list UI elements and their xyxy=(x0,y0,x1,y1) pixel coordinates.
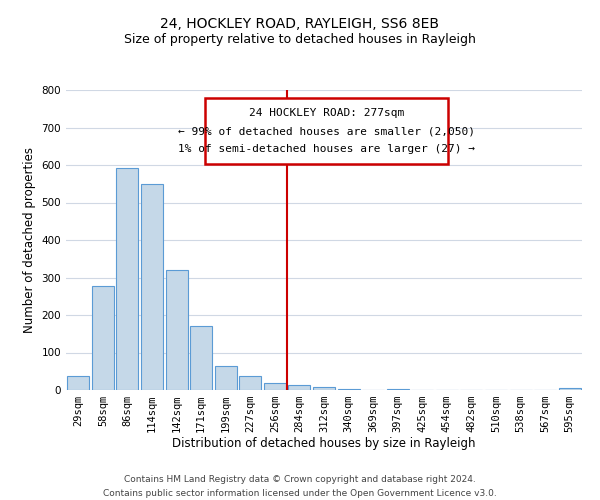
Bar xyxy=(116,168,139,390)
Bar xyxy=(92,286,114,390)
Text: Size of property relative to detached houses in Rayleigh: Size of property relative to detached ho… xyxy=(124,32,476,46)
Bar xyxy=(264,382,286,390)
Text: 24, HOCKLEY ROAD, RAYLEIGH, SS6 8EB: 24, HOCKLEY ROAD, RAYLEIGH, SS6 8EB xyxy=(161,18,439,32)
Y-axis label: Number of detached properties: Number of detached properties xyxy=(23,147,36,333)
Bar xyxy=(386,389,409,390)
Text: Contains HM Land Registry data © Crown copyright and database right 2024.
Contai: Contains HM Land Registry data © Crown c… xyxy=(103,476,497,498)
Bar xyxy=(338,389,359,390)
Bar xyxy=(215,366,237,390)
Text: ← 99% of detached houses are smaller (2,050): ← 99% of detached houses are smaller (2,… xyxy=(178,126,475,136)
Bar xyxy=(559,388,581,390)
Bar xyxy=(313,387,335,390)
FancyBboxPatch shape xyxy=(205,98,448,164)
Bar xyxy=(141,184,163,390)
Text: 24 HOCKLEY ROAD: 277sqm: 24 HOCKLEY ROAD: 277sqm xyxy=(249,108,404,118)
Bar xyxy=(67,376,89,390)
Bar xyxy=(239,376,262,390)
Text: 1% of semi-detached houses are larger (27) →: 1% of semi-detached houses are larger (2… xyxy=(178,144,475,154)
Bar xyxy=(190,326,212,390)
Bar xyxy=(166,270,188,390)
Bar xyxy=(289,385,310,390)
X-axis label: Distribution of detached houses by size in Rayleigh: Distribution of detached houses by size … xyxy=(172,436,476,450)
